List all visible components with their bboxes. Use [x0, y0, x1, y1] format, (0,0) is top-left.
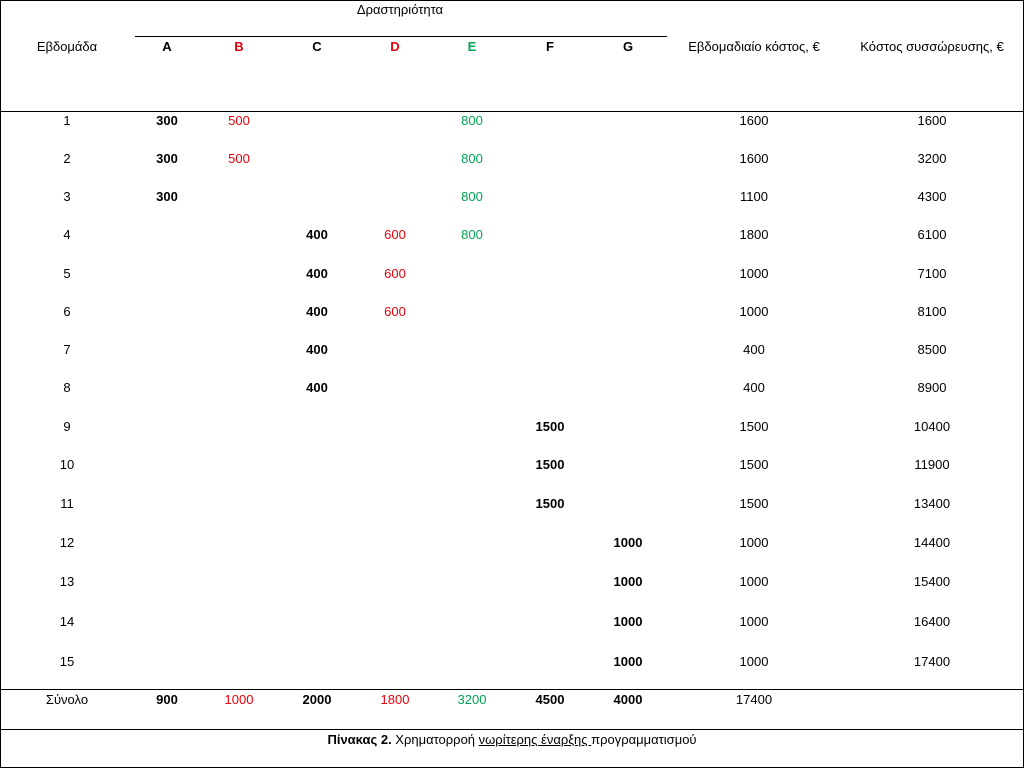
- total-cell-e: 3200: [457, 692, 487, 707]
- week-cell: 10: [59, 457, 75, 472]
- week-cell: 14: [59, 614, 75, 629]
- activity-header-d: D: [390, 39, 400, 54]
- activity-cell-f: 1500: [535, 457, 565, 472]
- activity-cell-e: 800: [461, 113, 483, 128]
- weekly-cost-cell: 1000: [739, 535, 769, 550]
- activity-cell-a: 300: [156, 151, 178, 166]
- activity-cell-g: 1000: [613, 574, 643, 589]
- week-cell: 3: [63, 189, 71, 204]
- week-cell: 7: [63, 342, 71, 357]
- total-cell-g: 4000: [613, 692, 643, 707]
- caption-separator: [0, 729, 1024, 730]
- total-cell-f: 4500: [535, 692, 565, 707]
- cumulative-cost-cell: 7100: [917, 266, 947, 281]
- activity-cell-g: 1000: [613, 654, 643, 669]
- cumulative-cost-cell: 14400: [913, 535, 951, 550]
- activity-group-header: Δραστηριότητα: [356, 2, 444, 17]
- cumulative-cost-cell: 15400: [913, 574, 951, 589]
- cumulative-cost-cell: 11900: [914, 457, 950, 472]
- cumulative-cost-cell: 6100: [917, 227, 947, 242]
- weekly-cost-cell: 1600: [739, 151, 769, 166]
- activity-cell-c: 400: [306, 266, 328, 281]
- activity-cell-d: 600: [384, 266, 406, 281]
- cumulative-cost-cell: 8100: [917, 304, 947, 319]
- activity-cell-g: 1000: [613, 535, 643, 550]
- weekly-cost-cell: 1000: [739, 574, 769, 589]
- weekly-cost-cell: 1500: [739, 496, 769, 511]
- activity-cell-c: 400: [306, 304, 328, 319]
- total-cell-d: 1800: [380, 692, 410, 707]
- cumulative-cost-cell: 10400: [913, 419, 951, 434]
- activity-cell-c: 400: [306, 342, 328, 357]
- activity-header-c: C: [312, 39, 322, 54]
- activity-cell-f: 1500: [535, 419, 565, 434]
- total-cell-a: 900: [156, 692, 178, 707]
- activity-cell-a: 300: [156, 113, 178, 128]
- week-cell: 6: [63, 304, 71, 319]
- week-cell: 8: [63, 380, 71, 395]
- cumulative-cost-cell: 3200: [917, 151, 947, 166]
- activity-cell-e: 800: [461, 151, 483, 166]
- week-column-header: Εβδομάδα: [36, 39, 98, 54]
- activity-header-a: A: [162, 39, 172, 54]
- total-cell-c: 2000: [302, 692, 332, 707]
- week-cell: 5: [63, 266, 71, 281]
- weekly-cost-cell: 1800: [739, 227, 769, 242]
- header-separator: [0, 111, 1024, 112]
- weekly-cost-cell: 1000: [739, 266, 769, 281]
- activity-cell-a: 300: [156, 189, 178, 204]
- activity-cell-d: 600: [384, 227, 406, 242]
- activity-cell-c: 400: [306, 380, 328, 395]
- week-cell: 11: [60, 496, 74, 511]
- caption-number: Πίνακας 2.: [327, 732, 392, 747]
- cumulative-cost-cell: 17400: [913, 654, 951, 669]
- weekly-cost-cell: 1100: [740, 189, 768, 204]
- weekly-cost-cell: 400: [743, 342, 765, 357]
- cumulative-cost-cell: 4300: [917, 189, 947, 204]
- weekly-cost-cell: 400: [743, 380, 765, 395]
- activity-header-g: G: [622, 39, 634, 54]
- activity-cell-e: 800: [461, 227, 483, 242]
- caption-underlined-text: νωρίτερης έναρξης: [478, 732, 592, 747]
- week-cell: 4: [63, 227, 71, 242]
- week-cell: 15: [59, 654, 75, 669]
- activity-cell-g: 1000: [613, 614, 643, 629]
- weekly-cost-cell: 1000: [739, 654, 769, 669]
- activity-cell-b: 500: [228, 113, 250, 128]
- caption-text-1: Χρηματορροή: [391, 732, 479, 747]
- activity-cell-b: 500: [228, 151, 250, 166]
- weekly-cost-cell: 1000: [739, 614, 769, 629]
- table-caption: Πίνακας 2. Χρηματορροή νωρίτερης έναρξης…: [0, 732, 1024, 748]
- cumulative-cost-cell: 8500: [917, 342, 947, 357]
- weekly-cost-cell: 1500: [739, 419, 769, 434]
- cumulative-cost-cell: 8900: [917, 380, 947, 395]
- week-cell: 9: [63, 419, 71, 434]
- weekly-cost-cell: 1600: [739, 113, 769, 128]
- activity-header-e: E: [467, 39, 477, 54]
- activity-cell-e: 800: [461, 189, 483, 204]
- weekly-cost-cell: 1000: [739, 304, 769, 319]
- activity-group-underline: [135, 36, 667, 37]
- week-cell: 12: [59, 535, 75, 550]
- week-cell: 1: [63, 113, 71, 128]
- week-cell: 2: [63, 151, 71, 166]
- total-weekly-cost: 17400: [735, 692, 773, 707]
- cumulative-cost-header: Κόστος συσσώρευσης, €: [860, 39, 1004, 54]
- activity-cell-f: 1500: [535, 496, 565, 511]
- cumulative-cost-cell: 16400: [913, 614, 951, 629]
- total-cell-b: 1000: [224, 692, 254, 707]
- cumulative-cost-cell: 1600: [917, 113, 947, 128]
- cumulative-cost-cell: 13400: [913, 496, 951, 511]
- activity-cell-d: 600: [384, 304, 406, 319]
- activity-header-b: B: [234, 39, 244, 54]
- week-cell: 13: [59, 574, 75, 589]
- total-separator: [0, 689, 1024, 690]
- total-label: Σύνολο: [45, 692, 89, 707]
- caption-text-2: προγραμματισμού: [591, 732, 697, 747]
- activity-header-f: F: [546, 39, 554, 54]
- activity-cell-c: 400: [306, 227, 328, 242]
- weekly-cost-cell: 1500: [739, 457, 769, 472]
- weekly-cost-header: Εβδομαδιαίο κόστος, €: [688, 39, 820, 54]
